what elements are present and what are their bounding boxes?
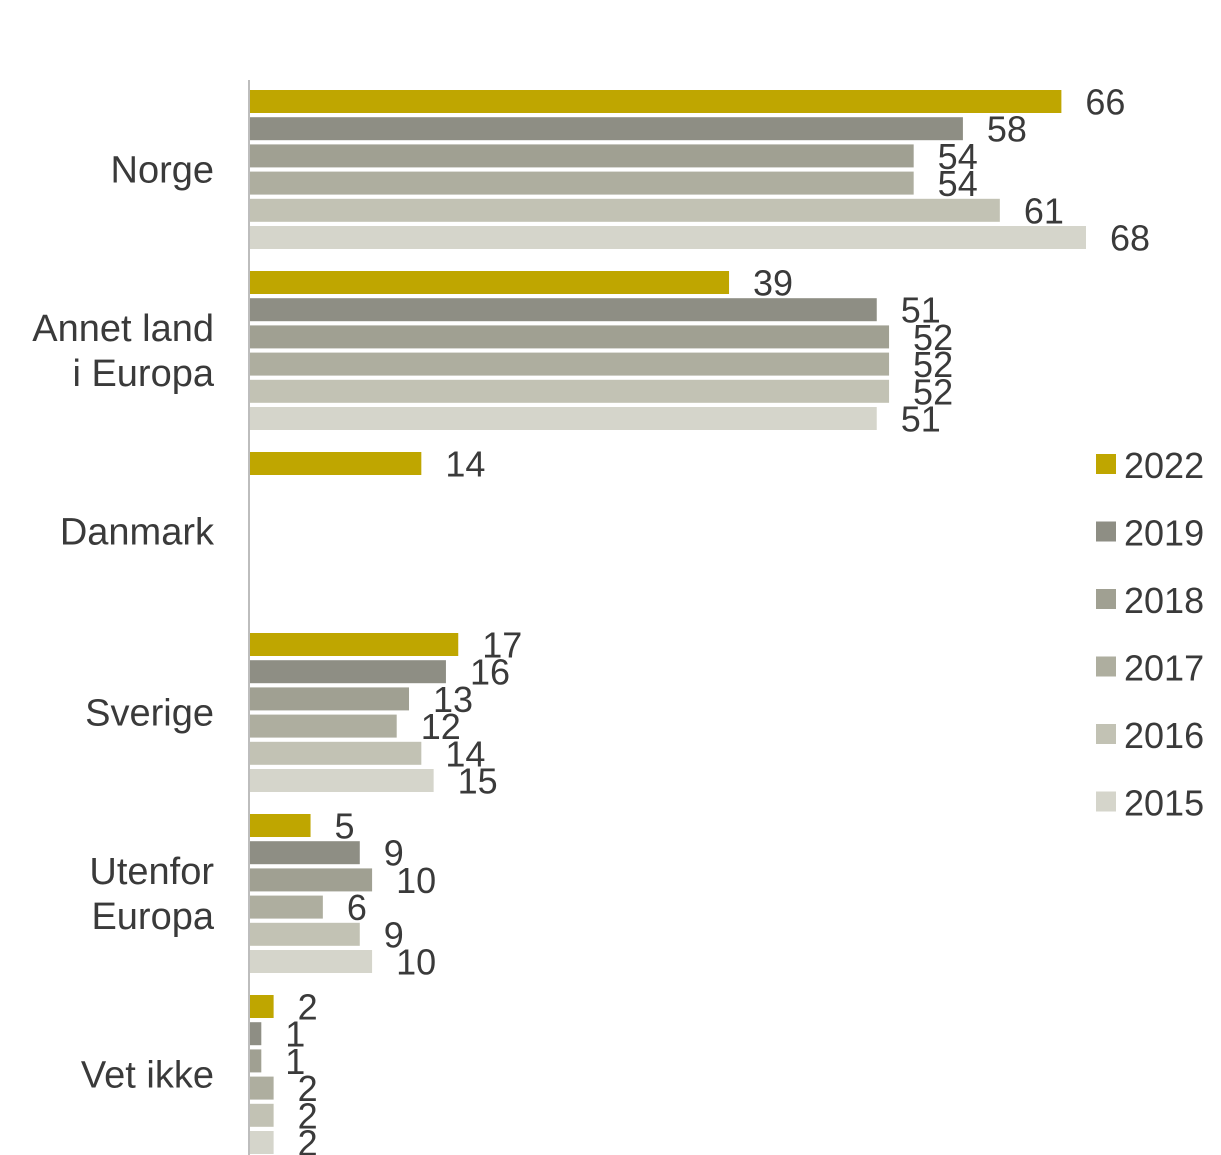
value-label-utenfor-europa-2015: 10 — [396, 942, 436, 983]
legend-label-2022: 2022 — [1124, 445, 1204, 486]
value-label-sverige-2015: 15 — [458, 761, 498, 802]
legend-swatch-2015 — [1096, 791, 1116, 812]
bar-vet-ikke-2016 — [249, 1103, 274, 1127]
category-label-norge: Norge — [111, 150, 215, 192]
bars-group — [249, 90, 1086, 1154]
category-label-annet-land-i-europa-line-1: Annet land — [32, 308, 214, 350]
legend-label-2016: 2016 — [1124, 715, 1204, 756]
legend-label-2018: 2018 — [1124, 580, 1204, 621]
value-label-norge-2017: 54 — [938, 163, 978, 204]
value-labels-group: 6658545461683951525252511417161312141559… — [285, 82, 1150, 1155]
category-label-utenfor-europa-line-2: Europa — [91, 896, 214, 938]
category-label-sverige: Sverige — [85, 693, 214, 735]
bar-utenfor-europa-2016 — [249, 922, 360, 946]
bar-annet-land-i-europa-2019 — [249, 298, 877, 322]
bar-vet-ikke-2015 — [249, 1131, 274, 1154]
value-label-annet-land-i-europa-2015: 51 — [901, 399, 941, 440]
value-label-vet-ikke-2017: 2 — [298, 1068, 318, 1109]
value-label-vet-ikke-2015: 2 — [298, 1123, 318, 1155]
value-label-utenfor-europa-2017: 6 — [347, 887, 367, 928]
value-label-norge-2016: 61 — [1024, 190, 1064, 231]
category-label-vet-ikke: Vet ikke — [81, 1055, 214, 1097]
bar-sverige-2017 — [249, 714, 397, 738]
bar-utenfor-europa-2019 — [249, 841, 360, 865]
category-label-danmark: Danmark — [60, 512, 215, 554]
value-label-sverige-2022: 17 — [482, 625, 522, 666]
bar-annet-land-i-europa-2018 — [249, 325, 890, 349]
legend: 2022 2019 2018 2017 2016 2015 — [1096, 445, 1204, 824]
bar-norge-2015 — [249, 226, 1086, 249]
value-label-norge-2018: 54 — [938, 136, 978, 177]
bar-sverige-2016 — [249, 741, 422, 765]
bar-annet-land-i-europa-2015 — [249, 407, 877, 430]
bar-vet-ikke-2019 — [249, 1022, 262, 1046]
legend-swatch-2019 — [1096, 521, 1116, 542]
bar-utenfor-europa-2018 — [249, 868, 373, 892]
value-label-sverige-2019: 16 — [470, 652, 510, 693]
value-label-vet-ikke-2018: 1 — [285, 1041, 305, 1082]
legend-swatch-2016 — [1096, 724, 1116, 744]
value-label-utenfor-europa-2016: 9 — [384, 914, 404, 955]
value-label-danmark-2022: 14 — [445, 444, 485, 485]
bar-danmark-2022 — [249, 452, 422, 475]
bar-sverige-2018 — [249, 687, 410, 711]
value-label-utenfor-europa-2018: 10 — [396, 860, 436, 901]
bar-utenfor-europa-2015 — [249, 950, 373, 973]
value-label-norge-2015: 68 — [1110, 218, 1150, 259]
category-label-annet-land-i-europa-line-2: i Europa — [72, 353, 214, 395]
bar-annet-land-i-europa-2016 — [249, 379, 890, 403]
value-label-norge-2022: 66 — [1085, 82, 1125, 123]
legend-label-2015: 2015 — [1124, 783, 1204, 824]
legend-label-2019: 2019 — [1124, 513, 1204, 554]
bar-annet-land-i-europa-2022 — [249, 271, 730, 294]
value-label-vet-ikke-2019: 1 — [285, 1014, 305, 1055]
value-label-utenfor-europa-2022: 5 — [335, 806, 355, 847]
bar-norge-2019 — [249, 117, 963, 141]
value-label-annet-land-i-europa-2016: 52 — [913, 371, 953, 412]
bar-norge-2016 — [249, 198, 1000, 222]
legend-label-2017: 2017 — [1124, 648, 1204, 689]
category-label-utenfor-europa-line-1: Utenfor — [89, 851, 214, 893]
legend-swatch-2022 — [1096, 454, 1116, 474]
bar-sverige-2015 — [249, 769, 434, 792]
value-label-annet-land-i-europa-2022: 39 — [753, 263, 793, 304]
bar-utenfor-europa-2017 — [249, 895, 323, 919]
value-label-vet-ikke-2022: 2 — [298, 987, 318, 1028]
legend-swatch-2018 — [1096, 589, 1116, 609]
bar-vet-ikke-2022 — [249, 995, 274, 1018]
value-label-utenfor-europa-2019: 9 — [384, 833, 404, 874]
value-label-norge-2019: 58 — [987, 109, 1027, 150]
bar-norge-2017 — [249, 171, 914, 195]
bar-utenfor-europa-2022 — [249, 814, 311, 837]
value-label-sverige-2017: 12 — [421, 706, 461, 747]
value-label-annet-land-i-europa-2017: 52 — [913, 344, 953, 385]
bar-vet-ikke-2017 — [249, 1076, 274, 1100]
bar-annet-land-i-europa-2017 — [249, 352, 890, 376]
bar-norge-2018 — [249, 144, 914, 168]
value-label-annet-land-i-europa-2019: 51 — [901, 290, 941, 331]
value-label-sverige-2018: 13 — [433, 679, 473, 720]
bar-norge-2022 — [249, 90, 1062, 113]
value-label-vet-ikke-2016: 2 — [298, 1095, 318, 1136]
bar-sverige-2022 — [249, 633, 459, 656]
legend-swatch-2017 — [1096, 656, 1116, 677]
value-label-annet-land-i-europa-2018: 52 — [913, 317, 953, 358]
bar-sverige-2019 — [249, 660, 446, 684]
bar-vet-ikke-2018 — [249, 1049, 262, 1073]
value-label-sverige-2016: 14 — [445, 733, 485, 774]
